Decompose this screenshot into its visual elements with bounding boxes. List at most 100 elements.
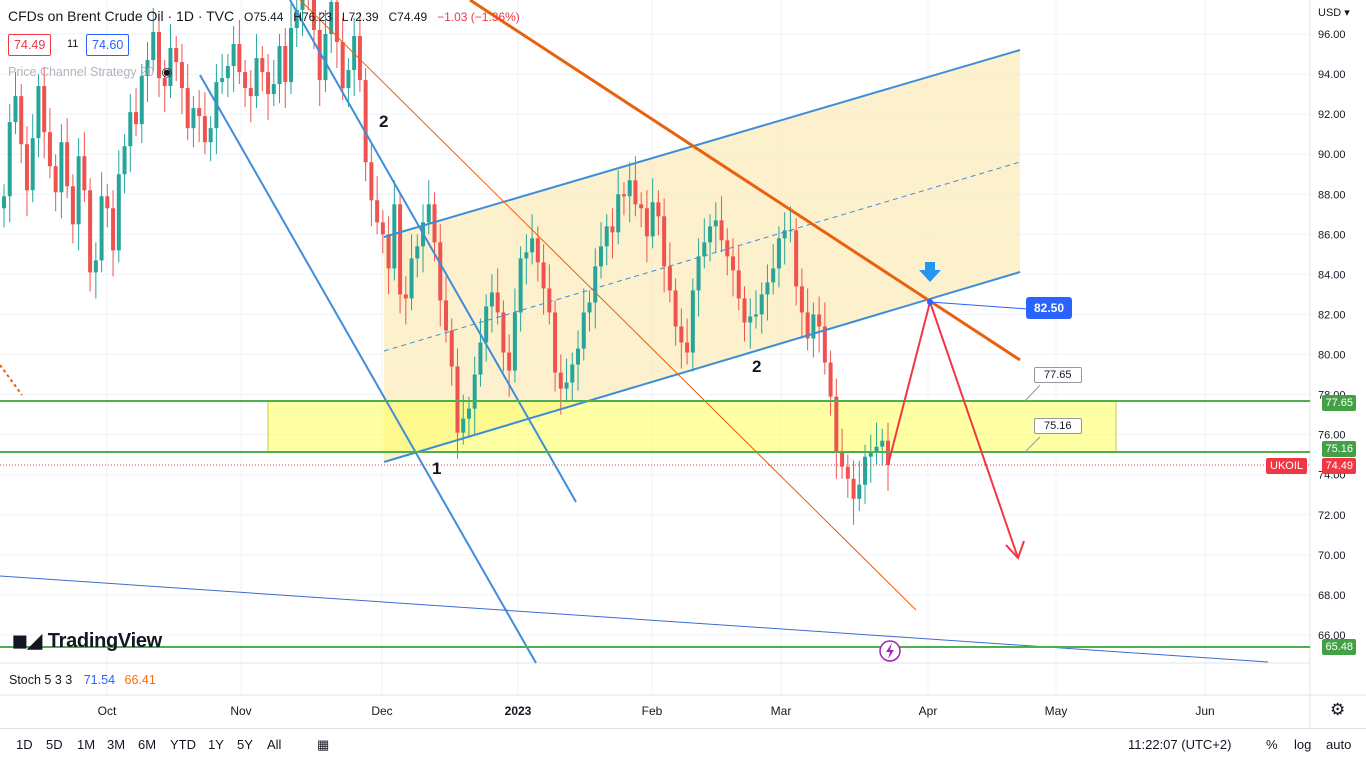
candles xyxy=(2,0,890,525)
downtrend-line-b xyxy=(289,0,577,503)
auto-toggle[interactable]: auto xyxy=(1326,737,1352,752)
candle-body xyxy=(794,230,799,287)
candle-body xyxy=(834,396,839,453)
candle-body xyxy=(202,116,207,143)
timeframe-1d[interactable]: 1D xyxy=(16,737,33,752)
candle-body xyxy=(616,194,621,233)
y-tick-label: 90.00 xyxy=(1318,149,1346,161)
timeframe-3m[interactable]: 3M xyxy=(107,737,126,752)
candle-body xyxy=(438,242,443,301)
candle-body xyxy=(266,72,271,95)
currency-label: USD xyxy=(1318,7,1342,19)
candle-body xyxy=(765,282,770,295)
timeframe-ytd[interactable]: YTD xyxy=(170,737,196,752)
y-tick-label: 86.00 xyxy=(1318,229,1346,241)
eye-hidden-icon[interactable]: ◉ xyxy=(161,65,173,79)
candle-body xyxy=(426,204,431,223)
y-tick-label: 84.00 xyxy=(1318,269,1346,281)
candle-body xyxy=(771,268,776,283)
chart-title: CFDs on Brent Crude Oil · 1D · TVC xyxy=(8,8,235,24)
candle-body xyxy=(495,292,500,313)
tradingview-logo-text: TradingView xyxy=(47,630,162,652)
candle-body xyxy=(828,362,833,397)
resistance-line-dotted xyxy=(0,364,23,396)
indicator-label[interactable]: Price Channel Strategy 20 ◉ xyxy=(8,64,172,79)
projection-peak-point xyxy=(927,299,933,305)
candle-body xyxy=(621,194,626,197)
candle-body xyxy=(679,326,684,343)
candle-body xyxy=(174,48,179,63)
timeframe-5y[interactable]: 5Y xyxy=(237,737,253,752)
log-toggle[interactable]: log xyxy=(1294,737,1312,752)
candle-body xyxy=(82,156,87,191)
callout-line-75-16 xyxy=(1024,436,1041,453)
currency-selector[interactable]: USD ▾ xyxy=(1318,7,1350,19)
price-axis[interactable]: 66.0068.0070.0072.0074.0076.0078.0080.00… xyxy=(1318,29,1346,642)
level-tag-77-65: 77.65 xyxy=(1322,395,1356,411)
candle-body xyxy=(587,302,592,313)
candle-body xyxy=(243,72,248,89)
candle-body xyxy=(868,452,873,457)
gear-icon[interactable]: ⚙ xyxy=(1330,700,1346,719)
candle-body xyxy=(329,1,334,34)
channel-mid-line xyxy=(383,161,1021,352)
timeframe-all[interactable]: All xyxy=(267,737,282,752)
candle-body xyxy=(30,138,35,191)
candle-body xyxy=(409,258,414,299)
timeframe-1y[interactable]: 1Y xyxy=(208,737,224,752)
ask-price-button[interactable]: 74.60 xyxy=(86,34,130,56)
clock[interactable]: 11:22:07 (UTC+2) xyxy=(1128,737,1232,752)
candle-body xyxy=(99,196,104,261)
wave-label-2-right: 2 xyxy=(752,357,762,376)
timeframe-1m[interactable]: 1M xyxy=(77,737,96,752)
candle-body xyxy=(36,86,41,139)
stoch-indicator-legend[interactable]: Stoch 5 3 3 71.54 66.41 xyxy=(9,673,156,687)
wave-label-2-left: 2 xyxy=(379,112,389,131)
candle-body xyxy=(134,112,139,125)
candle-body xyxy=(736,270,741,299)
candle-body xyxy=(444,300,448,331)
candle-body xyxy=(455,366,460,433)
candle-body xyxy=(524,252,529,259)
candle-body xyxy=(725,240,730,257)
candle-body xyxy=(145,60,150,77)
bid-price-button[interactable]: 74.49 xyxy=(8,34,52,56)
candle-body xyxy=(380,222,385,235)
candle-body xyxy=(369,162,374,201)
candle-body xyxy=(667,266,672,291)
candle-body xyxy=(294,9,299,28)
time-axis[interactable]: Oct Nov Dec 2023 Feb Mar Apr May Jun xyxy=(98,704,1215,718)
timeframe-6m[interactable]: 6M xyxy=(138,737,157,752)
candle-body xyxy=(151,31,156,61)
candle-body xyxy=(237,44,242,73)
candle-body xyxy=(690,290,695,353)
candle-body xyxy=(662,216,667,267)
indicator-name: Price Channel Strategy 20 xyxy=(8,65,154,79)
zone-bottom-callout[interactable]: 75.16 xyxy=(1034,418,1082,434)
target-price-callout[interactable]: 82.50 xyxy=(1026,297,1073,319)
tradingview-logo[interactable]: ◼︎◢ TradingView xyxy=(12,630,162,653)
candle-body xyxy=(748,316,753,323)
symbol-tag: UKOIL xyxy=(1266,458,1308,474)
candle-body xyxy=(863,456,868,485)
timeframe-5d[interactable]: 5D xyxy=(46,737,63,752)
stoch-k-value: 71.54 xyxy=(83,673,116,687)
price-channel-fill xyxy=(384,50,1020,462)
percent-toggle[interactable]: % xyxy=(1266,737,1278,752)
resistance-line-thin xyxy=(299,0,917,611)
y-tick-label: 96.00 xyxy=(1318,29,1346,41)
candle-body xyxy=(139,76,144,125)
candle-body xyxy=(340,42,345,89)
candle-body xyxy=(220,78,225,83)
candle-body xyxy=(363,80,368,163)
candle-body xyxy=(702,242,707,257)
candle-body xyxy=(759,294,764,315)
x-tick-label: 2023 xyxy=(505,704,532,718)
candle-body xyxy=(191,108,196,129)
candle-body xyxy=(753,314,758,317)
zone-top-callout[interactable]: 77.65 xyxy=(1034,367,1082,383)
candle-body xyxy=(811,314,816,339)
date-range-icon[interactable]: ▦ xyxy=(317,737,330,752)
candle-body xyxy=(7,122,12,197)
